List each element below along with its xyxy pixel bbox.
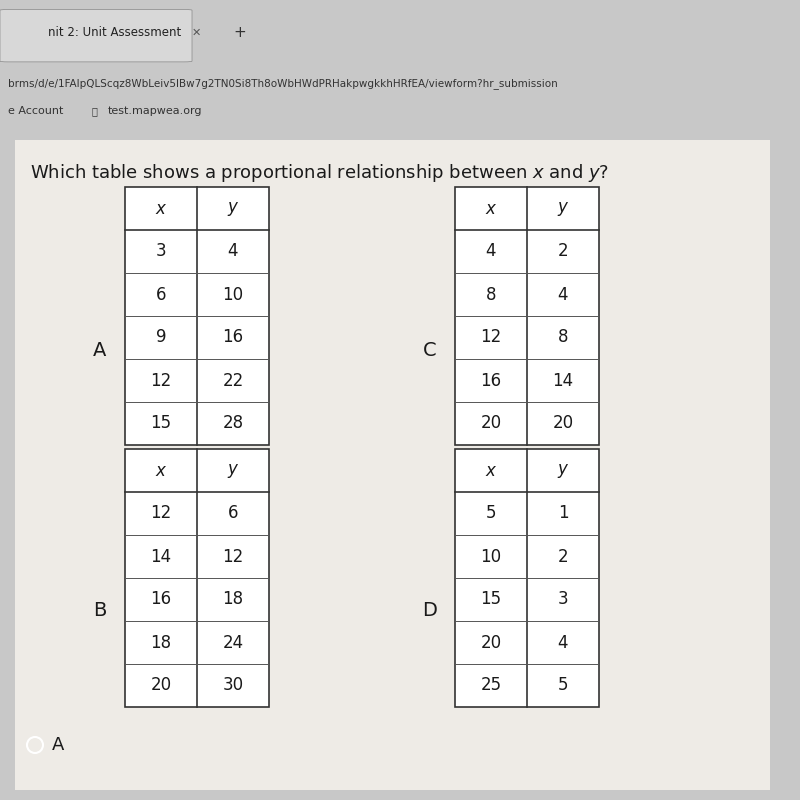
- Text: 30: 30: [222, 677, 243, 694]
- FancyBboxPatch shape: [15, 140, 770, 790]
- Text: 1: 1: [558, 505, 568, 522]
- FancyBboxPatch shape: [125, 449, 269, 707]
- Text: A: A: [52, 736, 64, 754]
- Text: 10: 10: [222, 286, 243, 303]
- Text: B: B: [94, 601, 106, 619]
- Text: 20: 20: [553, 414, 574, 433]
- Text: A: A: [94, 341, 106, 359]
- Text: 15: 15: [150, 414, 171, 433]
- Text: $x$: $x$: [154, 199, 167, 218]
- Text: brms/d/e/1FAlpQLScqz8WbLeiv5lBw7g2TN0Si8Th8oWbHWdPRHakpwgkkhHRfEA/viewform?hr_su: brms/d/e/1FAlpQLScqz8WbLeiv5lBw7g2TN0Si8…: [8, 78, 558, 90]
- Text: 12: 12: [150, 371, 172, 390]
- Text: $x$: $x$: [485, 199, 498, 218]
- Text: 4: 4: [558, 286, 568, 303]
- Text: 14: 14: [150, 547, 171, 566]
- Text: 8: 8: [486, 286, 496, 303]
- Text: 4: 4: [486, 242, 496, 261]
- Text: 4: 4: [558, 634, 568, 651]
- Text: D: D: [422, 601, 438, 619]
- Text: C: C: [423, 341, 437, 359]
- FancyBboxPatch shape: [455, 449, 599, 707]
- Text: 3: 3: [156, 242, 166, 261]
- Text: 5: 5: [558, 677, 568, 694]
- Text: +: +: [234, 25, 246, 40]
- Text: 2: 2: [558, 547, 568, 566]
- FancyBboxPatch shape: [125, 187, 269, 445]
- Text: 12: 12: [480, 329, 502, 346]
- Text: 4: 4: [228, 242, 238, 261]
- Text: 16: 16: [481, 371, 502, 390]
- Text: 18: 18: [150, 634, 171, 651]
- Text: 9: 9: [156, 329, 166, 346]
- Text: 10: 10: [481, 547, 502, 566]
- Text: Which table shows a proportional relationship between $x$ and $y$?: Which table shows a proportional relatio…: [30, 162, 609, 184]
- FancyBboxPatch shape: [455, 187, 599, 445]
- Text: ✕: ✕: [191, 28, 201, 38]
- Text: 18: 18: [222, 590, 243, 609]
- Text: 3: 3: [558, 590, 568, 609]
- Text: $x$: $x$: [485, 462, 498, 479]
- Text: 8: 8: [558, 329, 568, 346]
- Text: 2: 2: [558, 242, 568, 261]
- Text: 25: 25: [481, 677, 502, 694]
- Text: $y$: $y$: [226, 462, 239, 479]
- Text: ⬛: ⬛: [92, 106, 98, 116]
- Text: 12: 12: [150, 505, 172, 522]
- Text: e Account: e Account: [8, 106, 63, 116]
- Text: test.mapwea.org: test.mapwea.org: [108, 106, 202, 116]
- Text: 20: 20: [150, 677, 171, 694]
- Text: $x$: $x$: [154, 462, 167, 479]
- Text: $y$: $y$: [226, 199, 239, 218]
- Text: 20: 20: [481, 634, 502, 651]
- Text: 6: 6: [156, 286, 166, 303]
- Text: 14: 14: [553, 371, 574, 390]
- Text: 5: 5: [486, 505, 496, 522]
- Text: $y$: $y$: [557, 199, 570, 218]
- Text: 22: 22: [222, 371, 244, 390]
- Text: 28: 28: [222, 414, 243, 433]
- Text: 6: 6: [228, 505, 238, 522]
- Text: 12: 12: [222, 547, 244, 566]
- Text: 24: 24: [222, 634, 243, 651]
- Text: 20: 20: [481, 414, 502, 433]
- Text: 16: 16: [222, 329, 243, 346]
- Text: nit 2: Unit Assessment: nit 2: Unit Assessment: [48, 26, 182, 39]
- FancyBboxPatch shape: [0, 10, 192, 62]
- Text: $y$: $y$: [557, 462, 570, 479]
- Text: 15: 15: [481, 590, 502, 609]
- Text: 16: 16: [150, 590, 171, 609]
